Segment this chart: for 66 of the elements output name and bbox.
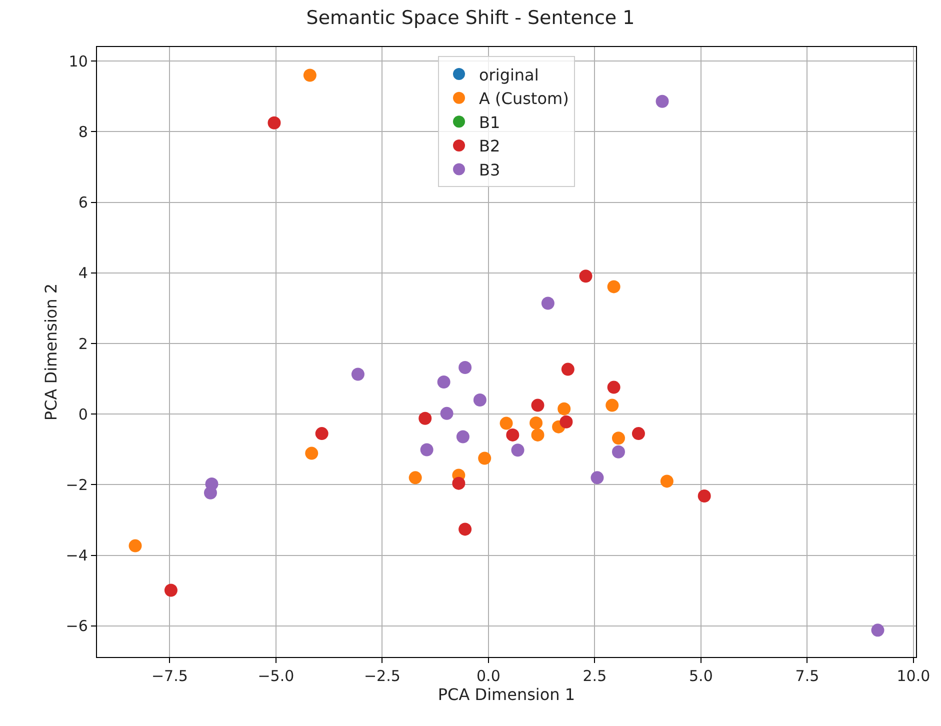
point (418, 412, 432, 425)
chart-title: Semantic Space Shift - Sentence 1 (306, 7, 635, 30)
legend-label: B3 (479, 160, 500, 180)
x-tick-label: 2.5 (582, 667, 607, 686)
point (606, 398, 619, 412)
point (305, 446, 318, 460)
point (579, 270, 592, 283)
x-tick-label: 5.0 (689, 667, 713, 686)
point (660, 474, 674, 488)
point (473, 394, 486, 407)
point (530, 416, 543, 430)
y-tick-label: 10 (68, 52, 88, 70)
point (456, 430, 470, 444)
point (500, 416, 513, 430)
y-tick-label: 8 (78, 122, 88, 141)
x-tick-label: 0.0 (476, 667, 500, 686)
y-tick-label: −4 (66, 546, 88, 565)
point (268, 116, 281, 130)
x-axis-title: PCA Dimension 1 (438, 685, 576, 704)
point (506, 428, 520, 442)
point (478, 452, 492, 465)
y-tick-label: 4 (78, 264, 88, 282)
x-tick-label: −2.5 (364, 667, 400, 686)
y-tick-label: 6 (78, 194, 88, 212)
point (541, 296, 554, 310)
point (558, 402, 571, 416)
point (440, 406, 454, 420)
point (612, 432, 625, 445)
x-tick-label: 10.0 (896, 667, 930, 686)
legend-label: original (479, 65, 539, 84)
point (612, 445, 625, 458)
point (128, 539, 142, 552)
point (607, 380, 620, 394)
point (351, 368, 364, 381)
point (531, 398, 544, 412)
point (632, 427, 645, 440)
point (458, 361, 472, 374)
point (511, 444, 524, 457)
point (607, 280, 620, 294)
point (315, 427, 328, 440)
point (303, 68, 316, 82)
y-axis-title: PCA Dimension 2 (42, 283, 61, 421)
point (420, 443, 434, 456)
point (204, 486, 217, 500)
point (698, 490, 711, 503)
y-tick-label: −6 (66, 617, 88, 636)
point (408, 471, 422, 484)
x-tick-label: 7.5 (795, 667, 820, 686)
point (871, 624, 884, 637)
x-tick-label: −7.5 (151, 667, 188, 686)
point (656, 94, 669, 108)
point (458, 522, 472, 536)
point (437, 376, 450, 389)
legend-label: A (Custom) (479, 89, 569, 108)
y-tick-label: 0 (78, 405, 88, 424)
y-tick-label: 2 (78, 334, 88, 353)
legend-label: B2 (479, 136, 500, 156)
point (452, 476, 466, 490)
point (164, 584, 178, 597)
x-tick-label: −5.0 (258, 667, 294, 686)
point (560, 415, 573, 428)
point (531, 428, 544, 442)
legend-label: B1 (479, 112, 500, 132)
point (590, 471, 604, 484)
y-tick-label: −2 (66, 476, 88, 494)
point (561, 362, 574, 376)
